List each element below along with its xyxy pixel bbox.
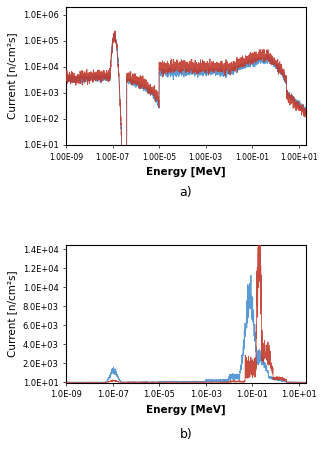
X-axis label: Energy [MeV]: Energy [MeV] (146, 404, 226, 415)
Text: b): b) (179, 428, 192, 441)
Text: a): a) (179, 186, 192, 199)
Y-axis label: Current [n/cm²s]: Current [n/cm²s] (7, 33, 17, 119)
Y-axis label: Current [n/cm²s]: Current [n/cm²s] (7, 270, 17, 357)
X-axis label: Energy [MeV]: Energy [MeV] (146, 167, 226, 177)
